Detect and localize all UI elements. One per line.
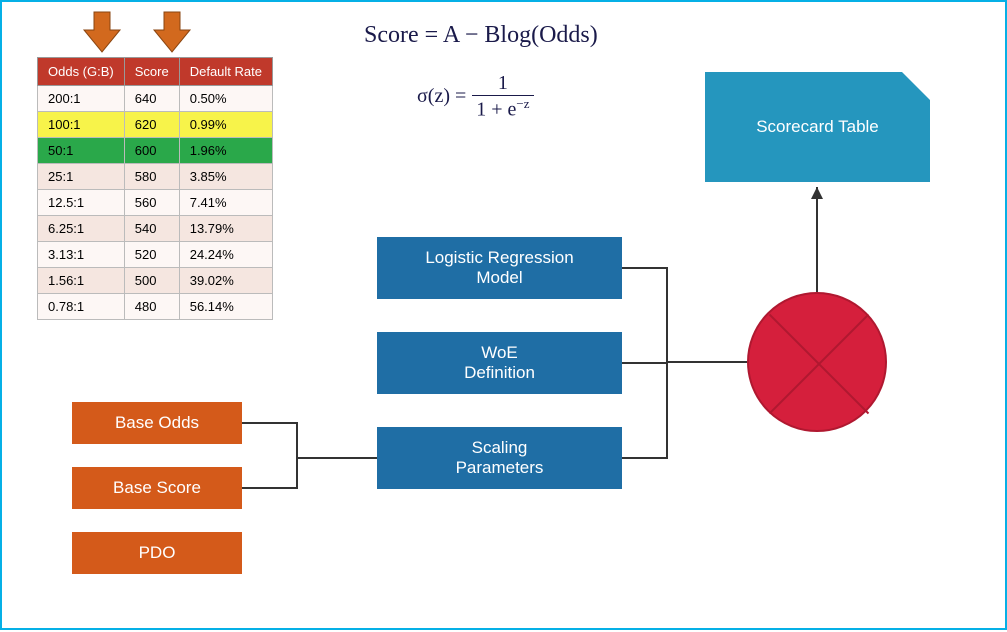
sigmoid-formula: σ(z) = 1 1 + e−z <box>417 72 534 122</box>
odds-table: Odds (G:B)ScoreDefault Rate 200:16400.50… <box>37 57 273 320</box>
table-cell: 1.56:1 <box>38 268 125 294</box>
merge-circle-node <box>747 292 887 432</box>
table-row: 50:16001.96% <box>38 138 273 164</box>
table-row: 6.25:154013.79% <box>38 216 273 242</box>
logistic-regression-box: Logistic Regression Model <box>377 237 622 299</box>
table-cell: 56.14% <box>179 294 272 320</box>
table-row: 12.5:15607.41% <box>38 190 273 216</box>
table-cell: 520 <box>124 242 179 268</box>
table-header-cell: Odds (G:B) <box>38 58 125 86</box>
table-cell: 50:1 <box>38 138 125 164</box>
table-header-cell: Default Rate <box>179 58 272 86</box>
table-cell: 0.50% <box>179 86 272 112</box>
table-cell: 640 <box>124 86 179 112</box>
table-cell: 1.96% <box>179 138 272 164</box>
table-cell: 6.25:1 <box>38 216 125 242</box>
table-cell: 0.78:1 <box>38 294 125 320</box>
table-cell: 12.5:1 <box>38 190 125 216</box>
table-header-cell: Score <box>124 58 179 86</box>
sigma-lhs: σ(z) = <box>417 85 466 108</box>
table-cell: 560 <box>124 190 179 216</box>
table-cell: 24.24% <box>179 242 272 268</box>
table-row: 25:15803.85% <box>38 164 273 190</box>
scaling-parameters-box: Scaling Parameters <box>377 427 622 489</box>
sigma-denominator: 1 + e−z <box>472 95 533 122</box>
down-arrow-icon <box>152 10 192 50</box>
table-row: 3.13:152024.24% <box>38 242 273 268</box>
down-arrow-icon <box>82 10 122 50</box>
table-cell: 620 <box>124 112 179 138</box>
base-score-box: Base Score <box>72 467 242 509</box>
scorecard-table-box: Scorecard Table <box>705 72 930 182</box>
table-row: 100:16200.99% <box>38 112 273 138</box>
table-cell: 100:1 <box>38 112 125 138</box>
table-row: 0.78:148056.14% <box>38 294 273 320</box>
table-cell: 13.79% <box>179 216 272 242</box>
table-cell: 540 <box>124 216 179 242</box>
base-odds-box: Base Odds <box>72 402 242 444</box>
table-cell: 480 <box>124 294 179 320</box>
table-cell: 3.13:1 <box>38 242 125 268</box>
score-formula: Score = A − Blog(Odds) <box>364 22 598 49</box>
table-cell: 0.99% <box>179 112 272 138</box>
table-cell: 600 <box>124 138 179 164</box>
woe-definition-box: WoE Definition <box>377 332 622 394</box>
sigma-numerator: 1 <box>494 72 512 95</box>
pdo-box: PDO <box>72 532 242 574</box>
table-row: 200:16400.50% <box>38 86 273 112</box>
table-cell: 7.41% <box>179 190 272 216</box>
table-cell: 500 <box>124 268 179 294</box>
table-cell: 39.02% <box>179 268 272 294</box>
table-cell: 580 <box>124 164 179 190</box>
table-cell: 3.85% <box>179 164 272 190</box>
table-row: 1.56:150039.02% <box>38 268 273 294</box>
table-cell: 200:1 <box>38 86 125 112</box>
table-cell: 25:1 <box>38 164 125 190</box>
